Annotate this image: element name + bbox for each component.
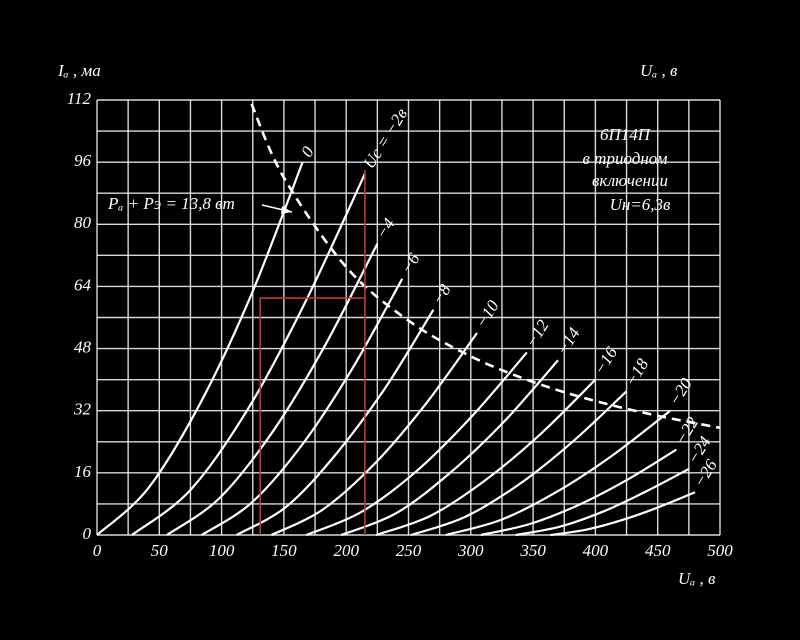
power-curve	[250, 103, 721, 430]
characteristic-line	[375, 378, 597, 537]
x-axis-label-top: Uₐ , в	[640, 61, 678, 80]
series-label: −8	[428, 280, 455, 307]
x-tick-label: 300	[457, 541, 484, 560]
guide-line	[259, 297, 365, 535]
y-axis-label: Iₐ , ма	[57, 61, 101, 80]
series-label: −10	[472, 297, 503, 332]
y-tick-label: 16	[74, 462, 92, 481]
annotation: Uн=6,3в	[610, 195, 671, 214]
x-tick-label: 350	[519, 541, 546, 560]
power-label: Pₐ + Pэ = 13,8 вт	[107, 194, 235, 213]
x-tick-label: 500	[707, 541, 733, 560]
characteristic-line	[445, 409, 671, 537]
y-tick-label: 32	[73, 400, 92, 419]
x-tick-label: 200	[333, 541, 359, 560]
annotation: включении	[592, 171, 668, 190]
x-tick-label: 100	[209, 541, 235, 560]
x-tick-label: 0	[93, 541, 102, 560]
characteristic-line	[410, 390, 628, 537]
series-label: −4	[372, 214, 399, 241]
annotation: в триодном	[583, 149, 668, 168]
x-tick-label: 150	[271, 541, 297, 560]
x-tick-label: 250	[396, 541, 422, 560]
y-tick-label: 0	[83, 524, 92, 543]
characteristic-line	[201, 278, 404, 536]
x-tick-label: 50	[151, 541, 169, 560]
series-label: −12	[521, 316, 552, 351]
y-tick-label: 112	[67, 89, 92, 108]
x-tick-label: 400	[583, 541, 609, 560]
series-label: −6	[397, 249, 424, 276]
series-label: −14	[553, 324, 584, 359]
y-tick-label: 48	[74, 337, 92, 356]
characteristic-line	[480, 448, 677, 537]
characteristic-line	[131, 173, 366, 536]
characteristic-line	[270, 332, 478, 536]
characteristic-line	[515, 467, 690, 537]
characteristic-line	[96, 161, 304, 536]
characteristic-line	[305, 351, 528, 537]
characteristic-line	[340, 359, 559, 537]
characteristic-line	[550, 491, 696, 537]
characteristic-line	[236, 309, 435, 536]
y-tick-label: 80	[74, 213, 92, 232]
y-tick-label: 96	[74, 151, 92, 170]
x-axis-label: Uₐ , в	[678, 569, 716, 588]
x-tick-label: 450	[645, 541, 671, 560]
y-tick-label: 64	[74, 275, 92, 294]
characteristic-line	[166, 243, 379, 536]
